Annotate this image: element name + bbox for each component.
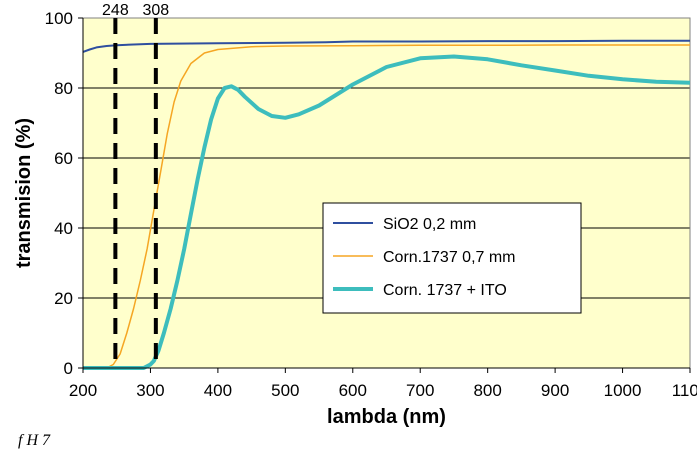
x-tick-label: 600 xyxy=(339,381,367,400)
x-tick-label: 700 xyxy=(406,381,434,400)
x-axis-title: lambda (nm) xyxy=(327,406,446,428)
y-tick-label: 20 xyxy=(54,289,73,308)
legend-label-2: Corn.1737 0,7 mm xyxy=(383,249,516,266)
marker-label-308: 308 xyxy=(142,2,169,19)
x-tick-label: 900 xyxy=(541,381,569,400)
x-tick-label: 1000 xyxy=(604,381,642,400)
x-tick-label: 1100 xyxy=(672,381,697,400)
footer-caption: f H 7 xyxy=(18,432,50,449)
legend-label-1: SiO2 0,2 mm xyxy=(383,216,476,233)
y-tick-label: 40 xyxy=(54,219,73,238)
y-tick-label: 80 xyxy=(54,79,73,98)
series-line-1 xyxy=(82,39,690,53)
series-line-2 xyxy=(83,44,690,369)
series-line-3 xyxy=(83,54,691,370)
legend-label-3: Corn. 1737 + ITO xyxy=(383,282,507,299)
y-axis-title: transmision (%) xyxy=(13,118,35,268)
marker-label-248: 248 xyxy=(102,2,129,19)
vertical-markers: 248 308 xyxy=(102,2,169,368)
y-tick-label: 60 xyxy=(54,149,73,168)
legend-box xyxy=(322,202,582,314)
plot-area xyxy=(83,18,690,368)
series-layer xyxy=(82,39,691,370)
x-tick-label: 300 xyxy=(136,381,164,400)
legend: SiO2 0,2 mm Corn.1737 0,7 mm Corn. 1737 + … xyxy=(322,202,582,314)
y-tick-label: 100 xyxy=(45,9,73,28)
y-tick-label: 0 xyxy=(64,359,73,378)
x-tick-label: 800 xyxy=(473,381,501,400)
x-tick-label: 200 xyxy=(69,381,97,400)
x-tick-label: 500 xyxy=(271,381,299,400)
axes: 0 20 40 60 80 100 200 300 400 500 600 700 800 900 1000… xyxy=(45,9,697,400)
x-tick-label: 400 xyxy=(204,381,232,400)
